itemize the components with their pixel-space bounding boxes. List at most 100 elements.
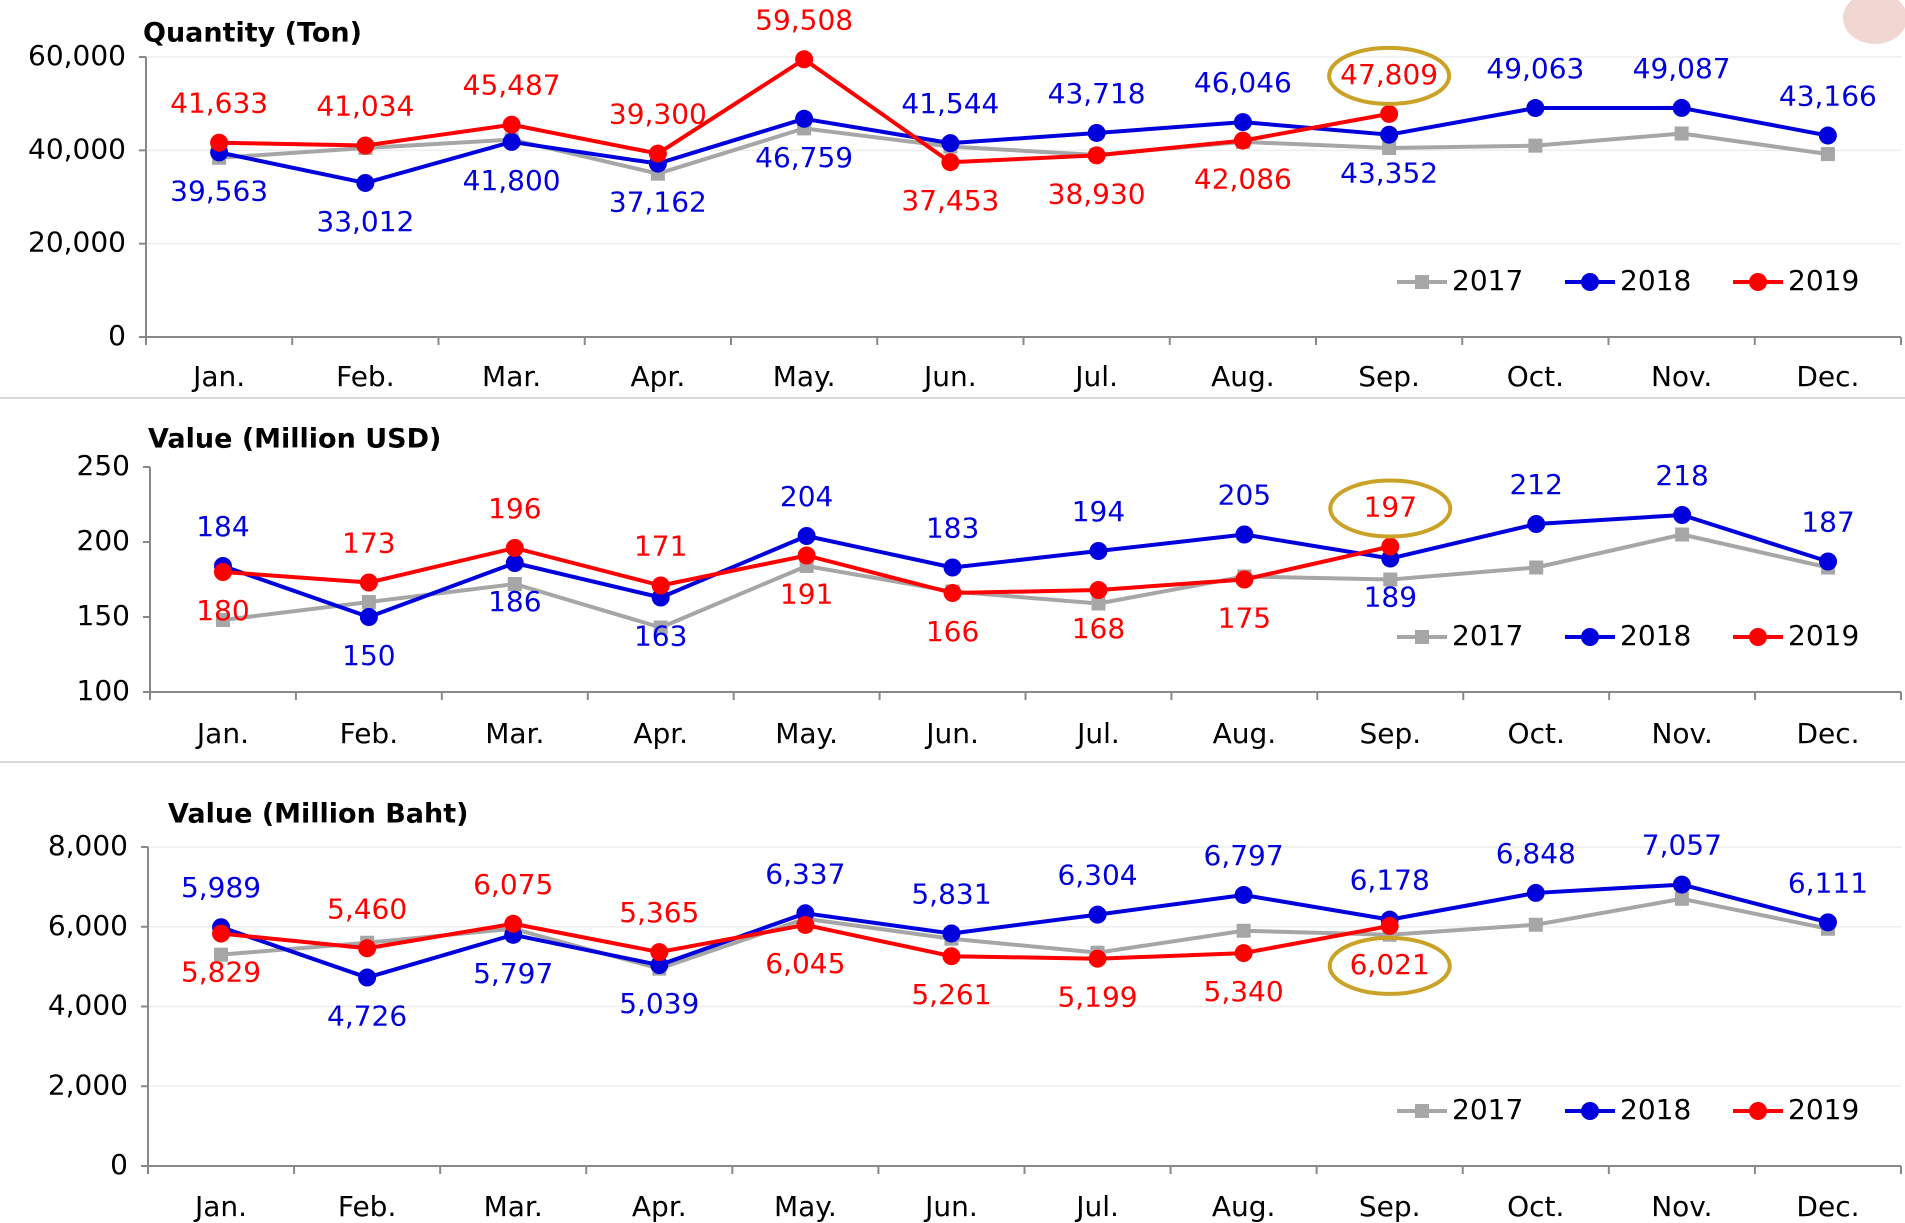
marker [944, 584, 962, 602]
data-label: 5,460 [327, 892, 407, 925]
data-label: 194 [1072, 495, 1125, 528]
data-label: 6,178 [1350, 864, 1430, 897]
marker [503, 116, 521, 134]
chart-title: Quantity (Ton) [143, 18, 362, 49]
legend-label: 2019 [1788, 1093, 1859, 1126]
x-tick-label: Apr. [630, 360, 685, 393]
marker [358, 969, 376, 987]
legend-marker [1415, 1104, 1429, 1118]
marker [1380, 126, 1398, 144]
marker [1675, 127, 1689, 141]
y-tick-label: 250 [77, 449, 130, 482]
y-tick-label: 8,000 [48, 829, 128, 862]
x-tick-label: Oct. [1508, 717, 1565, 750]
data-label: 168 [1072, 612, 1125, 645]
marker [1526, 99, 1544, 117]
marker [1237, 924, 1251, 938]
x-tick-label: Jul. [1074, 1190, 1119, 1223]
legend-label: 2017 [1452, 264, 1523, 297]
x-tick-label: Jan. [195, 717, 249, 750]
marker [942, 924, 960, 942]
legend-marker [1749, 273, 1767, 291]
y-tick-label: 100 [77, 674, 130, 707]
marker [1235, 944, 1253, 962]
data-label: 59,508 [755, 3, 853, 36]
data-label: 204 [780, 480, 833, 513]
marker [1381, 917, 1399, 935]
data-label: 212 [1509, 468, 1562, 501]
legend-label: 2018 [1620, 264, 1691, 297]
y-tick-label: 20,000 [28, 226, 126, 259]
data-label: 39,300 [609, 98, 707, 131]
marker [1234, 113, 1252, 131]
data-label: 205 [1218, 479, 1271, 512]
legend-label: 2017 [1452, 619, 1523, 652]
x-tick-label: Jun. [923, 1190, 978, 1223]
x-tick-label: Nov. [1651, 717, 1712, 750]
data-label: 49,087 [1633, 52, 1731, 85]
x-tick-label: May. [773, 360, 836, 393]
marker [1527, 884, 1545, 902]
x-tick-label: Jul. [1073, 360, 1118, 393]
data-label: 180 [196, 594, 249, 627]
x-tick-label: Sep. [1358, 360, 1420, 393]
data-label: 43,352 [1340, 157, 1438, 190]
legend-marker [1581, 1102, 1599, 1120]
x-tick-label: Feb. [336, 360, 394, 393]
chart-title: Value (Million USD) [148, 424, 441, 455]
y-tick-label: 40,000 [28, 132, 126, 165]
data-label: 197 [1364, 491, 1417, 524]
x-tick-label: Dec. [1796, 360, 1859, 393]
marker [1673, 506, 1691, 524]
marker [1235, 571, 1253, 589]
marker [503, 133, 521, 151]
data-label: 218 [1655, 459, 1708, 492]
y-tick-label: 0 [108, 319, 126, 352]
data-label: 41,800 [463, 164, 561, 197]
data-label: 43,166 [1779, 80, 1877, 113]
marker [1529, 561, 1543, 575]
data-label: 6,304 [1057, 859, 1137, 892]
marker [941, 134, 959, 152]
data-label: 183 [926, 512, 979, 545]
data-label: 5,340 [1204, 975, 1284, 1008]
marker [358, 939, 376, 957]
legend-marker [1749, 1102, 1767, 1120]
marker [1089, 581, 1107, 599]
y-tick-label: 200 [77, 524, 130, 557]
data-label: 46,046 [1194, 66, 1292, 99]
data-label: 5,831 [911, 877, 991, 910]
marker [1673, 99, 1691, 117]
marker [214, 563, 232, 581]
marker [1675, 528, 1689, 542]
data-label: 175 [1218, 602, 1271, 635]
x-tick-label: Dec. [1796, 1190, 1859, 1223]
marker [649, 145, 667, 163]
legend-label: 2019 [1788, 619, 1859, 652]
data-label: 186 [488, 585, 541, 618]
x-tick-label: Sep. [1359, 717, 1421, 750]
marker [210, 134, 228, 152]
y-tick-label: 0 [110, 1148, 128, 1181]
x-tick-label: Jun. [922, 360, 977, 393]
y-tick-label: 150 [77, 599, 130, 632]
data-label: 163 [634, 620, 687, 653]
data-label: 43,718 [1048, 77, 1146, 110]
marker [1527, 515, 1545, 533]
x-tick-label: Aug. [1213, 717, 1277, 750]
data-label: 173 [342, 527, 395, 560]
y-tick-label: 2,000 [48, 1068, 128, 1101]
marker [1088, 146, 1106, 164]
marker [1673, 876, 1691, 894]
legend-label: 2018 [1620, 1093, 1691, 1126]
x-tick-label: Aug. [1212, 1190, 1276, 1223]
marker [356, 174, 374, 192]
marker [1381, 538, 1399, 556]
legend-marker [1415, 630, 1429, 644]
marker [360, 574, 378, 592]
marker [356, 137, 374, 155]
marker [650, 943, 668, 961]
legend-marker [1581, 273, 1599, 291]
marker [1234, 132, 1252, 150]
marker [1235, 526, 1253, 544]
